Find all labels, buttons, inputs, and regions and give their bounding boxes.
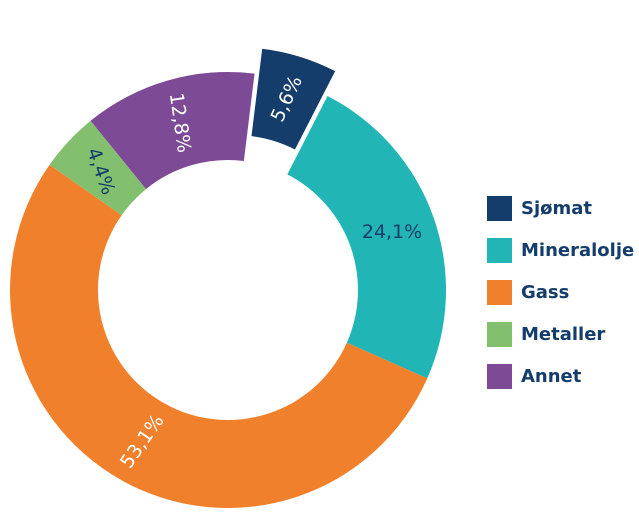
legend-label-gass: Gass [521, 282, 569, 303]
slice-sjømat [251, 48, 336, 150]
legend-label-mineralolje: Mineralolje [521, 240, 634, 261]
slice-metaller [49, 120, 147, 216]
legend-swatch-sjømat [487, 196, 512, 221]
data-label-mineralolje: 24,1% [362, 221, 422, 243]
slice-mineralolje [287, 96, 447, 379]
legend-swatch-metaller [487, 322, 512, 347]
slice-annet [90, 71, 255, 190]
legend-swatch-annet [487, 364, 512, 389]
legend-swatch-gass [487, 280, 512, 305]
legend-label-sjømat: Sjømat [521, 198, 592, 219]
legend-label-annet: Annet [521, 366, 582, 387]
slice-gass [9, 164, 428, 509]
legend-swatch-mineralolje [487, 238, 512, 263]
legend-label-metaller: Metaller [521, 324, 605, 345]
